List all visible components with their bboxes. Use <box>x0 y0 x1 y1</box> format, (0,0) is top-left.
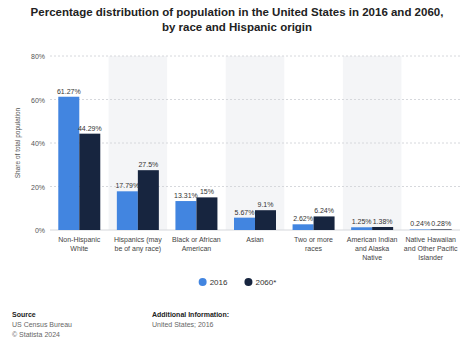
bar <box>58 97 79 230</box>
text-line: Native <box>362 254 382 261</box>
text-line: American Indian <box>347 236 398 243</box>
info-title: Additional Information: <box>152 311 229 318</box>
y-axis-label: Share of total population <box>14 107 22 178</box>
bar <box>175 201 196 230</box>
grid-line <box>50 56 460 57</box>
x-tick-label: American Indian and Alaska Native <box>347 236 398 261</box>
text-line: Non-Hispanic <box>58 236 101 244</box>
text-line: by race and Hispanic origin <box>162 21 312 33</box>
data-label: 6.24% <box>314 207 334 214</box>
bars <box>58 97 451 230</box>
grid-line <box>50 186 460 187</box>
text-line: Islander <box>418 254 444 261</box>
data-label: 0.28% <box>431 220 451 227</box>
data-label: 44.29% <box>78 125 102 132</box>
data-label: 13.31% <box>174 192 198 199</box>
bar <box>138 170 159 230</box>
text-line: races <box>305 245 323 252</box>
y-tick-label: 40% <box>31 140 45 147</box>
text-line: Asian <box>246 236 264 243</box>
legend-marker <box>244 278 252 286</box>
text-line: Black or African <box>172 236 221 243</box>
text-line: Two or more <box>294 236 333 243</box>
x-tick-label: Non-HispanicWhite <box>58 236 101 252</box>
bar <box>234 218 255 230</box>
legend-label: 2060* <box>255 278 276 287</box>
grid-line <box>50 99 460 100</box>
text-line: and Other Pacific <box>404 245 458 252</box>
x-tick-label: Native Hawaiian and Other Pacific Islander <box>404 236 458 261</box>
source-title: Source <box>12 311 36 318</box>
bar <box>372 227 393 230</box>
data-label: 15% <box>200 188 214 195</box>
data-labels: 61.27% 17.79% 13.31% 5.67% 2.62% 1.25% 0.24% 44… <box>57 88 451 228</box>
bar <box>314 216 335 230</box>
data-label: 9.1% <box>258 201 274 208</box>
data-label: 1.38% <box>373 218 393 225</box>
info: United States; 2016 <box>152 321 214 328</box>
title: Percentage distribution of population in… <box>31 6 444 33</box>
x-tick-label: Asian <box>246 236 264 243</box>
bar <box>293 224 314 230</box>
y-tick-label: 80% <box>31 53 45 60</box>
legend-marker <box>199 278 207 286</box>
data-label: 17.79% <box>115 182 139 189</box>
bar <box>351 227 372 230</box>
x-tick-label: Hispanics (maybe of any race) <box>114 236 162 253</box>
bar <box>410 229 431 230</box>
data-label: 0.24% <box>410 220 430 227</box>
text-line: Hispanics (may <box>114 236 162 244</box>
bar <box>255 210 276 230</box>
bar <box>196 197 217 230</box>
y-tick-label: 0% <box>35 227 45 234</box>
bar <box>79 134 100 230</box>
legend: 2016 2060* <box>199 278 277 287</box>
data-label: 1.25% <box>352 218 372 225</box>
text-line: White <box>70 245 88 252</box>
grid-line <box>50 143 460 144</box>
source: US Census Bureau <box>12 321 72 328</box>
text-line: Native Hawaiian <box>405 236 456 243</box>
y-tick-label: 60% <box>31 97 45 104</box>
bar <box>117 191 138 230</box>
data-label: 5.67% <box>235 209 255 216</box>
text-line: and Alaska <box>355 245 389 252</box>
x-tick-label: Black or African American <box>172 236 221 252</box>
data-label: 27.5% <box>138 161 158 168</box>
text-line: be of any race) <box>115 245 162 253</box>
text-line: American <box>182 245 212 252</box>
data-label: 61.27% <box>57 88 81 95</box>
x-tick-label: Two or more races <box>294 236 333 252</box>
copyright: © Statista 2024 <box>12 331 60 338</box>
legend-label: 2016 <box>210 278 228 287</box>
text-line: Percentage distribution of population in… <box>31 6 444 18</box>
chart: Percentage distribution of population in… <box>0 0 474 352</box>
data-label: 2.62% <box>293 215 313 222</box>
y-tick-label: 20% <box>31 184 45 191</box>
bar <box>431 229 452 230</box>
